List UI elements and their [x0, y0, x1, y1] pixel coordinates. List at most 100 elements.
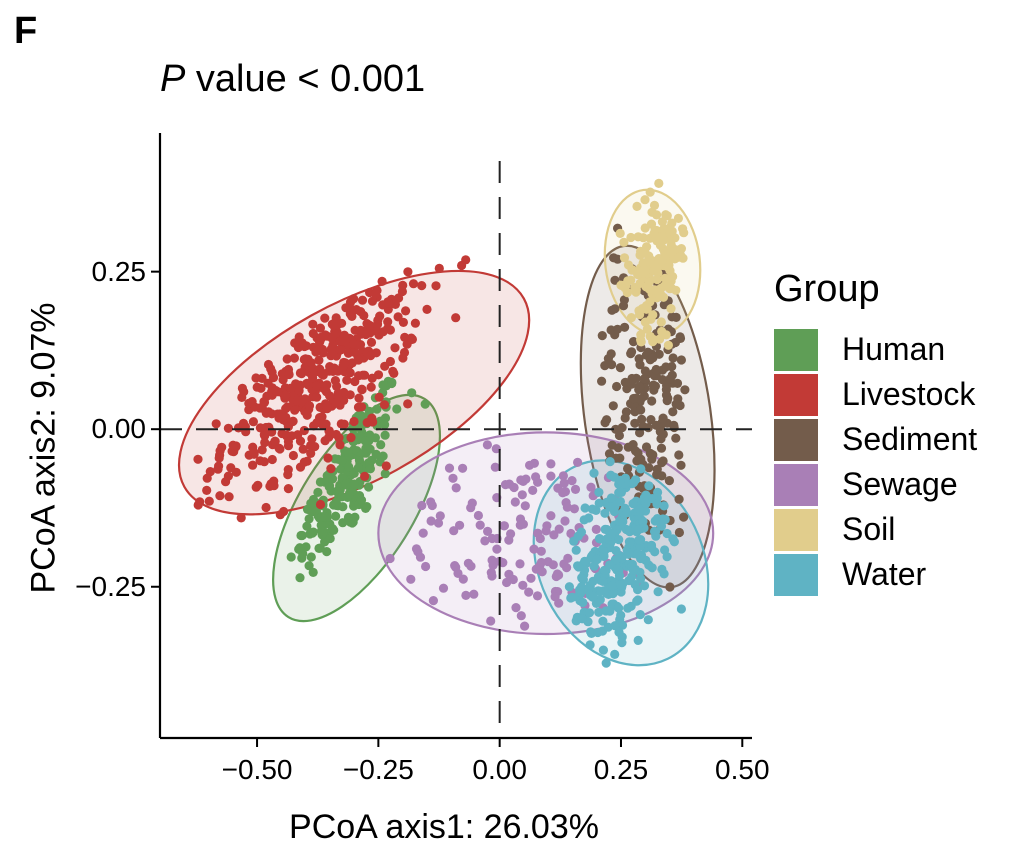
- point-livestock: [397, 286, 407, 297]
- point-sediment: [680, 385, 690, 395]
- point-sediment: [674, 494, 684, 504]
- point-sediment: [657, 458, 667, 468]
- point-water: [576, 582, 587, 592]
- point-water: [606, 493, 617, 503]
- point-soil: [663, 340, 674, 350]
- point-sewage: [535, 561, 545, 571]
- legend-swatch: [774, 463, 818, 506]
- legend-item-sediment: Sediment: [774, 417, 977, 462]
- point-sewage: [417, 500, 427, 511]
- point-water: [611, 546, 621, 556]
- point-sewage: [570, 484, 581, 494]
- point-human: [304, 514, 314, 524]
- point-water: [569, 536, 579, 546]
- point-human: [380, 430, 390, 440]
- point-sediment: [648, 353, 658, 363]
- point-soil: [640, 195, 650, 205]
- point-sediment: [672, 378, 683, 388]
- point-livestock: [434, 263, 444, 273]
- point-soil: [648, 334, 658, 344]
- point-human: [331, 511, 341, 521]
- point-livestock: [261, 502, 271, 513]
- legend-title: Group: [774, 268, 880, 310]
- point-sediment: [623, 442, 633, 452]
- point-water: [624, 549, 634, 559]
- legend-item-sewage: Sewage: [774, 462, 977, 507]
- y-axis-label: PCoA axis2: 9.07%: [24, 302, 63, 594]
- point-human: [420, 399, 430, 409]
- point-sediment: [658, 429, 668, 439]
- point-livestock: [283, 484, 293, 494]
- point-sewage: [563, 553, 573, 564]
- point-human: [315, 477, 325, 487]
- point-human: [308, 567, 318, 578]
- point-livestock: [340, 336, 350, 346]
- point-human: [344, 489, 355, 500]
- point-livestock: [385, 356, 395, 367]
- y-tick-label: 0.00: [91, 413, 147, 445]
- point-water: [614, 571, 625, 581]
- point-livestock: [399, 347, 410, 358]
- point-water: [598, 645, 609, 655]
- point-water: [662, 552, 672, 562]
- point-sewage: [586, 482, 596, 492]
- point-livestock: [288, 416, 298, 426]
- legend-item-water: Water: [774, 552, 977, 597]
- point-livestock: [323, 453, 333, 463]
- point-sewage: [562, 563, 572, 573]
- point-sediment: [639, 374, 649, 384]
- point-sediment: [640, 366, 651, 376]
- point-sewage: [516, 611, 526, 621]
- point-human: [364, 482, 374, 492]
- point-livestock: [381, 461, 391, 471]
- point-livestock: [292, 396, 302, 406]
- point-sewage: [558, 488, 568, 498]
- point-livestock: [299, 457, 309, 467]
- point-water: [593, 627, 603, 638]
- point-human: [306, 498, 316, 508]
- point-human: [341, 479, 351, 490]
- point-livestock: [308, 319, 318, 329]
- point-livestock: [403, 267, 413, 277]
- point-water: [662, 528, 672, 539]
- point-sewage: [517, 490, 527, 500]
- point-sediment: [647, 396, 657, 406]
- point-livestock: [287, 431, 297, 441]
- point-sediment: [664, 476, 675, 486]
- point-livestock: [342, 375, 352, 385]
- point-water: [633, 635, 643, 646]
- point-water: [600, 508, 610, 518]
- axes-layer: [151, 133, 752, 747]
- point-livestock: [383, 298, 393, 308]
- point-sewage: [566, 528, 576, 539]
- point-water: [628, 478, 639, 488]
- p-value-title: P value < 0.001: [160, 58, 425, 101]
- point-water: [609, 472, 620, 482]
- point-soil: [657, 255, 667, 266]
- point-sediment: [623, 463, 633, 474]
- point-livestock: [193, 454, 203, 464]
- point-water: [564, 582, 575, 592]
- point-soil: [662, 249, 672, 259]
- point-water: [624, 575, 634, 586]
- point-sewage: [469, 589, 479, 599]
- p-value-text: value < 0.001: [185, 58, 426, 100]
- point-water: [615, 580, 625, 590]
- point-sewage: [449, 526, 459, 536]
- point-livestock: [231, 467, 241, 477]
- point-human: [304, 561, 314, 571]
- point-livestock: [352, 340, 362, 350]
- point-livestock: [253, 480, 263, 490]
- point-sewage: [518, 519, 529, 529]
- point-livestock: [317, 368, 327, 378]
- point-livestock: [457, 260, 467, 271]
- point-soil: [638, 258, 648, 268]
- point-sewage: [411, 544, 422, 554]
- point-sediment: [620, 322, 630, 332]
- point-sewage: [418, 528, 428, 538]
- point-livestock: [282, 354, 292, 364]
- point-water: [587, 504, 598, 514]
- point-sediment: [628, 337, 639, 347]
- point-livestock: [379, 400, 390, 410]
- point-sewage: [492, 544, 502, 554]
